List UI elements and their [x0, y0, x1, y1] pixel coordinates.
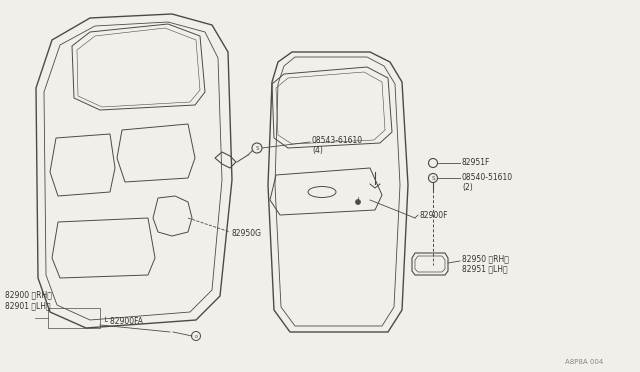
- Text: S: S: [255, 145, 259, 151]
- Text: 82900 〈RH〉: 82900 〈RH〉: [5, 291, 52, 299]
- Text: o: o: [195, 334, 198, 339]
- Text: 82951 〈LH〉: 82951 〈LH〉: [462, 264, 508, 273]
- Circle shape: [355, 199, 360, 205]
- Text: 08540-51610: 08540-51610: [462, 173, 513, 182]
- Text: 82901 〈LH〉: 82901 〈LH〉: [5, 301, 51, 311]
- Text: S: S: [431, 176, 435, 180]
- Text: └ 82900FA: └ 82900FA: [103, 317, 143, 327]
- Text: A8P8A 004: A8P8A 004: [565, 359, 604, 365]
- Text: 82950 〈RH〉: 82950 〈RH〉: [462, 254, 509, 263]
- Text: 82951F: 82951F: [462, 157, 490, 167]
- Text: 82950G: 82950G: [232, 228, 262, 237]
- Text: (2): (2): [462, 183, 473, 192]
- Text: 08543-61610: 08543-61610: [312, 135, 363, 144]
- Circle shape: [252, 143, 262, 153]
- Text: (4): (4): [312, 145, 323, 154]
- Circle shape: [429, 173, 438, 183]
- Text: 82900F: 82900F: [420, 211, 449, 219]
